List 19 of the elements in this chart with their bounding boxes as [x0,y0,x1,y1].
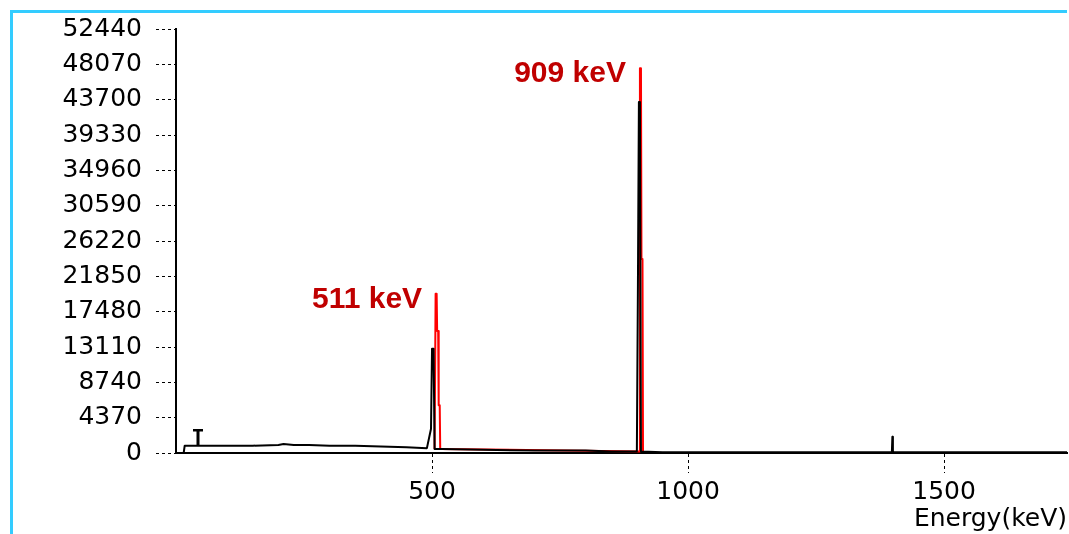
y-tick-label: 30590 [62,189,142,219]
y-tick-label: 0 [126,436,142,466]
y-tick-label: 52440 [62,12,142,42]
y-tick-label: 17480 [62,295,142,325]
x-tick-label: 1000 [656,475,720,505]
annotation: 909 keV [514,55,626,89]
y-tick-label: 13110 [62,330,142,360]
y-tick-label: 39330 [62,118,142,148]
y-tick-label: 21850 [62,259,142,289]
y-tick-label: 8740 [78,365,142,395]
x-tick-label: 500 [408,475,456,505]
y-tick-label: 43700 [62,83,142,113]
annotation: 511 keV [312,280,423,314]
y-tick-label: 26220 [62,224,142,254]
y-tick-label: 48070 [62,47,142,77]
y-tick-label: 4370 [78,401,142,431]
x-axis-title: Energy(keV) [913,502,1067,532]
y-tick-label: 34960 [62,153,142,183]
x-tick-label: 1500 [912,475,976,505]
